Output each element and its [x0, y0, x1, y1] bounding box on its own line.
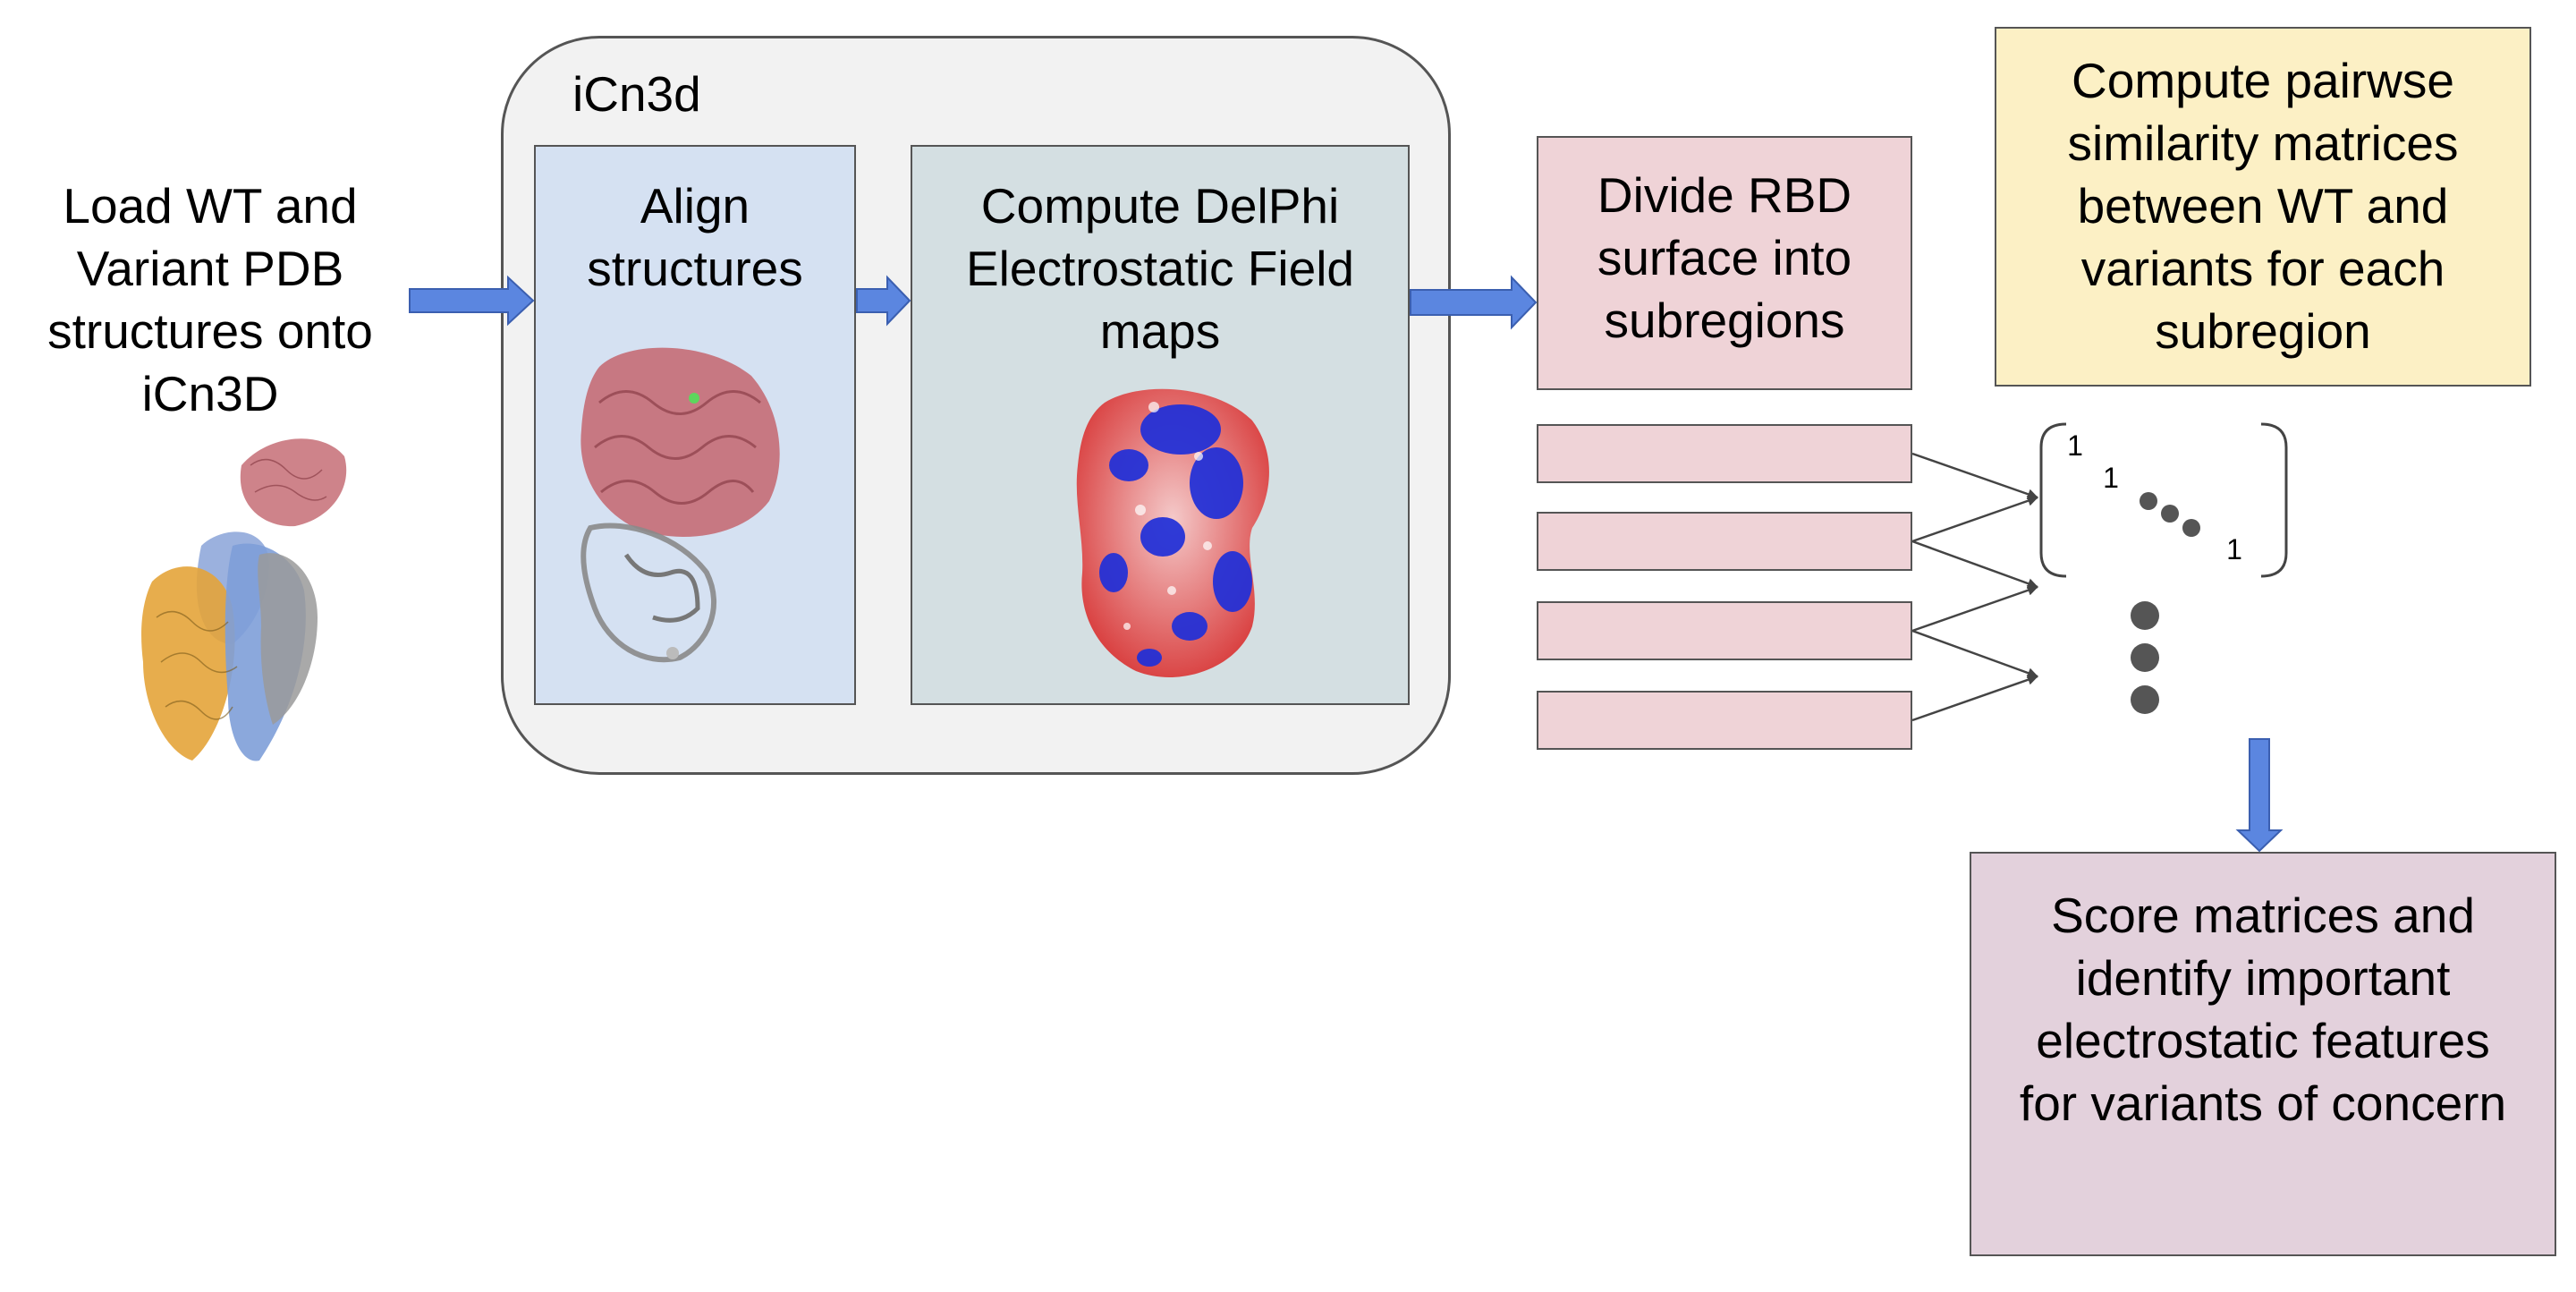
connector-line — [1911, 629, 2038, 678]
flow-arrow-align-to-delphi — [856, 275, 911, 327]
matrix-right-bracket — [2260, 422, 2288, 578]
divide-rbd-label: Divide RBD surface into subregions — [1597, 167, 1852, 348]
connector-line — [1911, 495, 2038, 543]
matrix-diagonal-dots — [2140, 492, 2200, 537]
flow-arrow-delphi-to-divide — [1410, 275, 1538, 330]
score-matrices-label: Score matrices and identify important el… — [2019, 888, 2507, 1131]
delphi-label: Compute DelPhi Electrostatic Field maps — [965, 178, 1355, 359]
spike-protein-image — [141, 438, 347, 761]
pairwise-matrices-label: Compute pairwse similarity matrices betw… — [2067, 53, 2459, 359]
aligned-structure-image — [580, 347, 780, 663]
score-matrices-box — [1970, 852, 2556, 1256]
flow-arrow-load-to-align — [409, 275, 535, 327]
load-structures-label: Load WT and Variant PDB structures onto … — [47, 178, 373, 421]
subregion-bar-3 — [1537, 601, 1912, 660]
vertical-ellipsis-dots — [2131, 601, 2159, 714]
matrix-left-bracket — [2039, 422, 2067, 578]
electrostatic-map-image — [1076, 388, 1269, 677]
subregion-bar-1 — [1537, 424, 1912, 483]
matrix-entry-2: 1 — [2103, 462, 2119, 494]
matrix-entry-1: 1 — [2067, 429, 2083, 462]
flow-arrow-matrix-to-score — [2235, 738, 2284, 853]
pairwise-matrices-box — [1995, 27, 2531, 387]
align-structures-label: Align structures — [587, 178, 803, 296]
icn3d-label: iCn3d — [572, 66, 701, 122]
matrix-entry-3: 1 — [2226, 533, 2242, 565]
subregion-bar-4 — [1537, 691, 1912, 750]
connector-line — [1911, 540, 2038, 589]
connector-line — [1911, 584, 2038, 633]
subregion-bar-2 — [1537, 512, 1912, 571]
divide-rbd-box — [1537, 136, 1912, 390]
connector-line — [1911, 674, 2038, 722]
connector-line — [1911, 452, 2038, 500]
